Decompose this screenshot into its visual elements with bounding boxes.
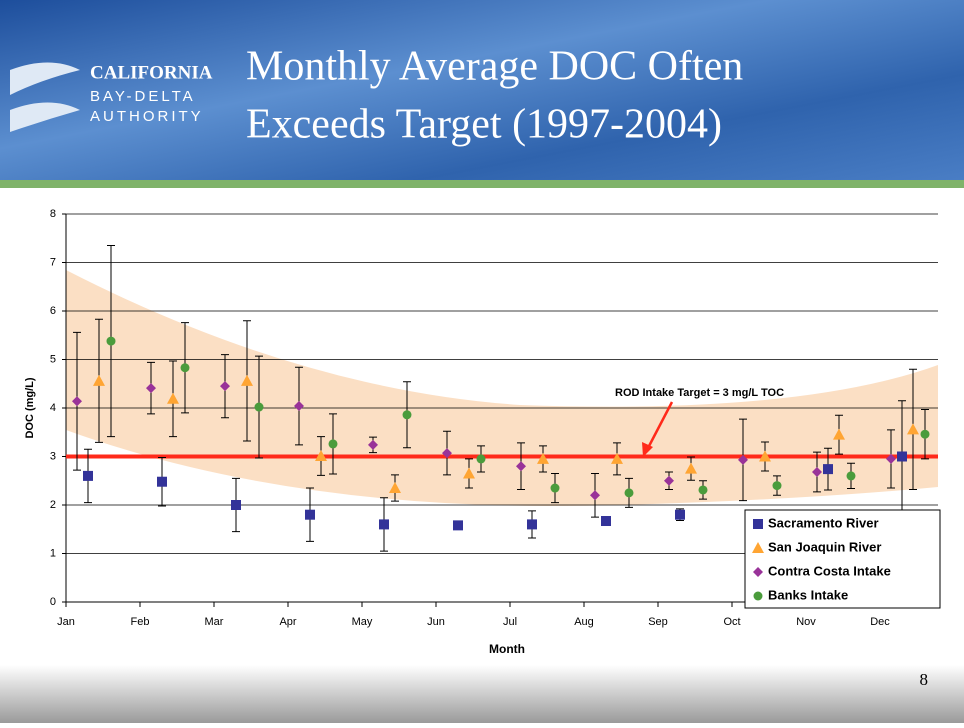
marker bbox=[698, 485, 708, 495]
logo-text: BAY-DELTA bbox=[90, 88, 196, 105]
legend-label: San Joaquin River bbox=[768, 539, 881, 554]
marker bbox=[146, 383, 156, 394]
x-tick-label: Mar bbox=[205, 616, 224, 628]
marker bbox=[254, 402, 264, 412]
y-tick-label: 4 bbox=[50, 402, 56, 414]
footer bbox=[0, 665, 964, 723]
marker bbox=[675, 509, 685, 520]
marker bbox=[846, 471, 856, 481]
marker bbox=[157, 476, 167, 487]
series bbox=[106, 245, 930, 508]
legend-label: Banks Intake bbox=[768, 587, 848, 602]
y-tick-label: 3 bbox=[50, 450, 56, 462]
y-tick-label: 1 bbox=[50, 547, 56, 559]
target-arrowhead bbox=[642, 442, 653, 457]
marker bbox=[738, 454, 748, 465]
marker bbox=[624, 488, 634, 498]
marker bbox=[379, 519, 389, 530]
marker bbox=[685, 462, 697, 474]
series bbox=[93, 318, 919, 502]
marker bbox=[550, 483, 560, 493]
marker bbox=[476, 454, 486, 464]
marker bbox=[402, 410, 412, 420]
y-tick-label: 2 bbox=[50, 499, 56, 511]
marker bbox=[537, 452, 549, 464]
marker bbox=[753, 519, 763, 529]
marker bbox=[752, 542, 764, 553]
marker bbox=[241, 374, 253, 386]
marker bbox=[453, 520, 463, 531]
marker bbox=[389, 482, 401, 494]
slide-title: Exceeds Target (1997-2004) bbox=[246, 102, 722, 148]
header bbox=[0, 0, 964, 186]
page-number: 8 bbox=[920, 670, 929, 689]
x-tick-label: Feb bbox=[131, 616, 150, 628]
marker bbox=[759, 450, 771, 462]
x-tick-label: Nov bbox=[796, 616, 816, 628]
marker bbox=[442, 448, 452, 459]
marker bbox=[294, 401, 304, 412]
logo-text: AUTHORITY bbox=[90, 108, 204, 125]
marker bbox=[812, 467, 822, 478]
marker bbox=[897, 451, 907, 462]
marker bbox=[772, 481, 782, 491]
marker bbox=[664, 475, 674, 486]
x-tick-label: May bbox=[352, 616, 373, 628]
marker bbox=[527, 519, 537, 530]
marker bbox=[516, 461, 526, 472]
marker bbox=[167, 392, 179, 404]
marker bbox=[753, 567, 763, 577]
marker bbox=[231, 500, 241, 510]
x-axis-label: Month bbox=[489, 642, 525, 656]
slide-title: Monthly Average DOC Often bbox=[246, 44, 743, 90]
marker bbox=[463, 467, 475, 479]
y-tick-label: 8 bbox=[50, 208, 56, 220]
x-tick-label: Sep bbox=[648, 616, 668, 628]
marker bbox=[886, 453, 896, 464]
marker bbox=[72, 396, 82, 407]
marker bbox=[590, 490, 600, 501]
marker bbox=[220, 381, 230, 392]
target-label: ROD Intake Target = 3 mg/L TOC bbox=[615, 387, 784, 399]
marker bbox=[93, 374, 105, 386]
logo-mark bbox=[10, 62, 80, 132]
marker bbox=[368, 439, 378, 450]
series bbox=[72, 331, 896, 518]
legend-label: Sacramento River bbox=[768, 515, 879, 530]
marker bbox=[83, 470, 93, 481]
legend-label: Contra Costa Intake bbox=[768, 563, 891, 578]
x-tick-label: Apr bbox=[279, 616, 296, 628]
target-arrow bbox=[646, 401, 674, 449]
x-tick-label: Jun bbox=[427, 616, 445, 628]
marker bbox=[833, 428, 845, 440]
x-tick-label: Aug bbox=[574, 616, 594, 628]
header-stripe bbox=[0, 180, 964, 188]
range-band bbox=[66, 270, 938, 507]
marker bbox=[305, 509, 315, 520]
x-tick-label: Jul bbox=[503, 616, 517, 628]
y-tick-label: 5 bbox=[50, 353, 56, 365]
legend: Sacramento River San Joaquin River Contra … bbox=[744, 509, 941, 609]
y-tick-label: 6 bbox=[50, 305, 56, 317]
x-tick-label: Oct bbox=[723, 616, 740, 628]
y-tick-label: 7 bbox=[50, 256, 56, 268]
y-tick-label: 0 bbox=[50, 596, 56, 608]
x-tick-label: Jan bbox=[57, 616, 75, 628]
marker bbox=[753, 591, 763, 601]
marker bbox=[611, 452, 623, 464]
legend-box bbox=[744, 509, 941, 609]
marker bbox=[907, 423, 919, 435]
marker bbox=[315, 450, 327, 462]
logo-text: CALIFORNIA bbox=[90, 62, 213, 83]
marker bbox=[920, 429, 930, 439]
marker bbox=[106, 336, 116, 346]
x-tick-label: Dec bbox=[870, 616, 890, 628]
marker bbox=[180, 363, 190, 373]
marker bbox=[328, 439, 338, 449]
y-axis-label: DOC (mg/L) bbox=[24, 377, 36, 438]
marker bbox=[601, 516, 611, 527]
marker bbox=[823, 464, 833, 475]
